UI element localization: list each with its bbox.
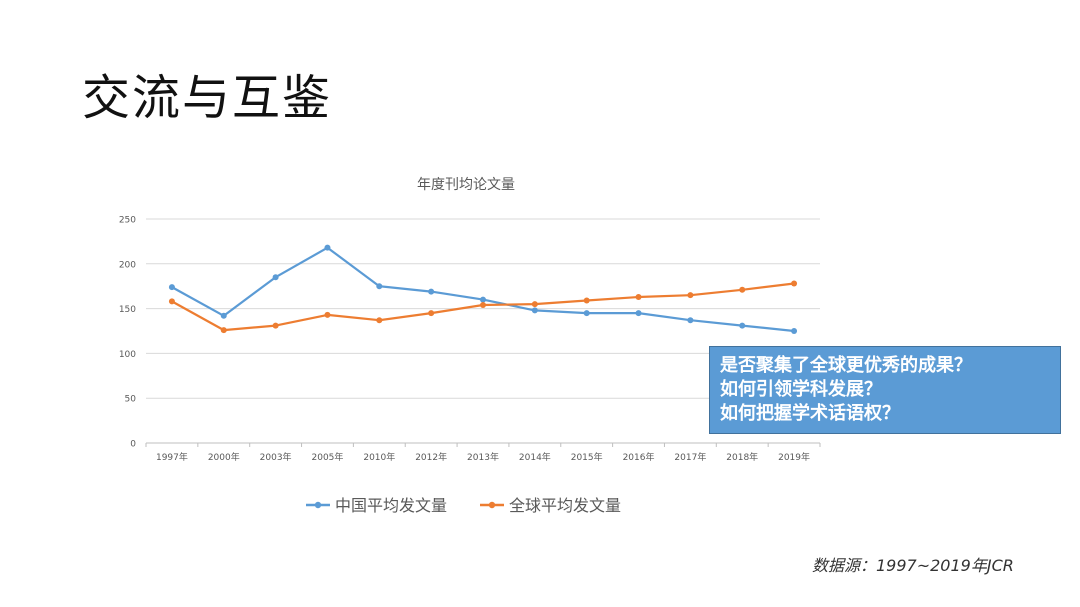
x-tick-label: 2017年 <box>674 451 706 463</box>
x-tick-label: 2005年 <box>312 451 344 463</box>
chart-title: 年度刊均论文量 <box>417 177 515 193</box>
data-point-series-2 <box>168 298 175 305</box>
data-point-series-1 <box>531 307 538 314</box>
x-tick-label: 2010年 <box>363 451 395 463</box>
x-tick-label: 2014年 <box>519 451 551 463</box>
x-tick-label: 2018年 <box>726 451 758 463</box>
data-point-series-1 <box>687 317 694 324</box>
data-point-series-1 <box>324 244 331 251</box>
data-point-series-2 <box>583 297 590 304</box>
data-point-series-2 <box>428 310 435 317</box>
x-tick-label: 2000年 <box>208 451 240 463</box>
data-point-series-2 <box>220 327 227 334</box>
y-tick-label: 100 <box>119 350 136 360</box>
x-tick-label: 2013年 <box>467 451 499 463</box>
slide-title: 交流与互鉴 <box>82 70 333 126</box>
data-point-series-2 <box>687 292 694 299</box>
data-source-note: 数据源：1997~2019年JCR <box>812 556 1014 575</box>
series-line-1 <box>171 246 795 333</box>
data-point-series-1 <box>220 312 227 319</box>
data-point-series-2 <box>480 302 486 309</box>
callout-line-1: 是否聚集了全球更优秀的成果？ <box>720 355 972 376</box>
data-point-series-2 <box>376 317 383 324</box>
legend-label-1: 中国平均发文量 <box>335 496 447 515</box>
data-point-series-1 <box>635 310 642 317</box>
data-point-series-2 <box>324 311 331 318</box>
x-tick-label: 2015年 <box>571 451 603 463</box>
callout-line-2: 如何引领学科发展？ <box>720 379 882 400</box>
data-point-series-2 <box>635 293 642 300</box>
data-point-series-2 <box>531 301 538 308</box>
legend-marker-1 <box>314 501 322 509</box>
data-point-series-1 <box>376 283 383 290</box>
callout-line-3: 如何把握学术话语权？ <box>720 403 900 424</box>
x-tick-label: 2016年 <box>623 451 655 463</box>
x-tick-label: 2012年 <box>415 451 447 463</box>
data-point-series-2 <box>791 280 798 287</box>
data-point-series-1 <box>791 328 798 334</box>
data-point-series-1 <box>583 310 590 317</box>
x-tick-label: 1997年 <box>156 451 188 463</box>
legend-marker-2 <box>488 501 496 509</box>
y-tick-label: 50 <box>125 395 137 405</box>
y-tick-label: 200 <box>119 260 136 270</box>
legend-label-2: 全球平均发文量 <box>509 496 621 515</box>
data-point-series-2 <box>272 322 279 329</box>
x-tick-label: 2019年 <box>778 451 810 463</box>
data-point-series-2 <box>739 286 746 293</box>
data-point-series-1 <box>480 296 486 303</box>
y-tick-label: 150 <box>119 305 136 315</box>
data-point-series-1 <box>428 288 435 295</box>
data-point-series-1 <box>739 322 746 329</box>
y-tick-label: 0 <box>130 440 136 450</box>
x-tick-label: 2003年 <box>260 451 292 463</box>
data-point-series-1 <box>272 274 279 281</box>
question-callout-box: 是否聚集了全球更优秀的成果？ 如何引领学科发展？ 如何把握学术话语权？ <box>709 346 1061 434</box>
data-point-series-1 <box>168 284 175 291</box>
y-tick-label: 250 <box>119 216 136 226</box>
